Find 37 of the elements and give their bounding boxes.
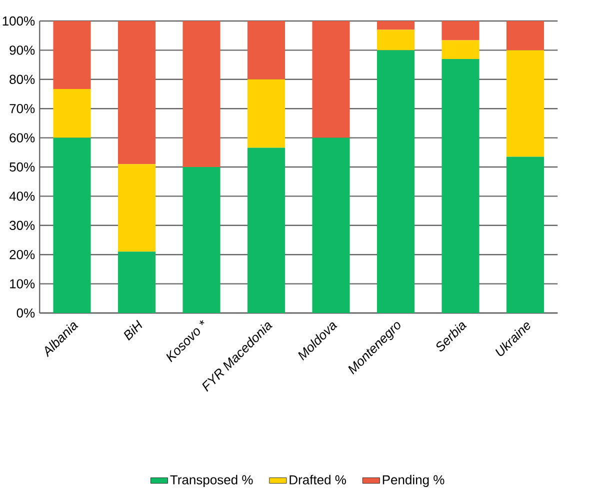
legend-label: Transposed % bbox=[170, 474, 253, 487]
bar bbox=[118, 164, 156, 252]
bar bbox=[376, 20, 415, 30]
y-tick-label: 60% bbox=[10, 133, 35, 142]
y-tick-label: 70% bbox=[10, 104, 35, 114]
bar bbox=[312, 138, 350, 313]
y-tick-label: 90% bbox=[10, 46, 35, 55]
bar bbox=[442, 58, 480, 313]
y-tick-label: 20% bbox=[10, 250, 35, 260]
y-tick-label: 80% bbox=[10, 74, 35, 84]
legend-label: Drafted % bbox=[290, 474, 346, 484]
bar bbox=[376, 30, 415, 50]
bar bbox=[182, 166, 220, 313]
bar bbox=[247, 79, 286, 148]
bar bbox=[247, 20, 286, 80]
legend-label: Pending % bbox=[382, 474, 444, 487]
bar bbox=[118, 252, 156, 313]
bar bbox=[376, 50, 415, 313]
bar bbox=[247, 148, 286, 313]
bar bbox=[118, 20, 156, 164]
y-tick-label: 50% bbox=[10, 162, 35, 172]
bar bbox=[53, 138, 91, 313]
y-tick-label: 40% bbox=[9, 192, 35, 201]
bar bbox=[312, 20, 350, 138]
bar bbox=[442, 40, 480, 59]
bar bbox=[506, 50, 544, 157]
bar bbox=[53, 89, 91, 138]
bar bbox=[182, 20, 220, 167]
y-tick-label: 0% bbox=[16, 308, 35, 318]
y-tick-label: 10% bbox=[10, 279, 35, 288]
bar bbox=[53, 20, 91, 90]
y-tick-label: 100% bbox=[2, 16, 35, 26]
bar bbox=[506, 20, 544, 50]
bar bbox=[442, 20, 480, 40]
y-tick-label: 30% bbox=[10, 220, 35, 230]
bar bbox=[506, 156, 544, 313]
x-tick-label: BiH bbox=[124, 320, 142, 341]
